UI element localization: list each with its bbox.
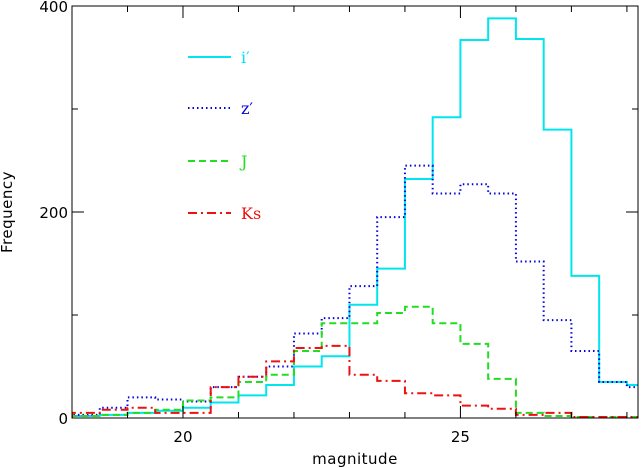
x-axis-label: magnitude bbox=[312, 450, 398, 468]
series-line-z bbox=[72, 164, 638, 418]
series-line-j bbox=[72, 305, 638, 418]
plot-frame bbox=[71, 5, 639, 419]
series-line-i bbox=[72, 17, 638, 418]
legend-label: Ks bbox=[241, 204, 261, 223]
series-line-ks bbox=[72, 344, 638, 418]
legend-label: i′ bbox=[241, 48, 250, 67]
legend-label: z′ bbox=[241, 99, 253, 118]
x-tick-label: 25 bbox=[451, 428, 470, 446]
y-tick-label: 400 bbox=[39, 0, 68, 16]
legend: i′ z′ J Ks bbox=[188, 48, 261, 223]
y-axis-label: Frequency bbox=[0, 171, 16, 253]
x-tick-label: 20 bbox=[173, 428, 192, 446]
y-tick-label: 200 bbox=[39, 204, 68, 222]
y-tick-label: 0 bbox=[58, 410, 68, 428]
legend-label: J bbox=[239, 152, 247, 171]
